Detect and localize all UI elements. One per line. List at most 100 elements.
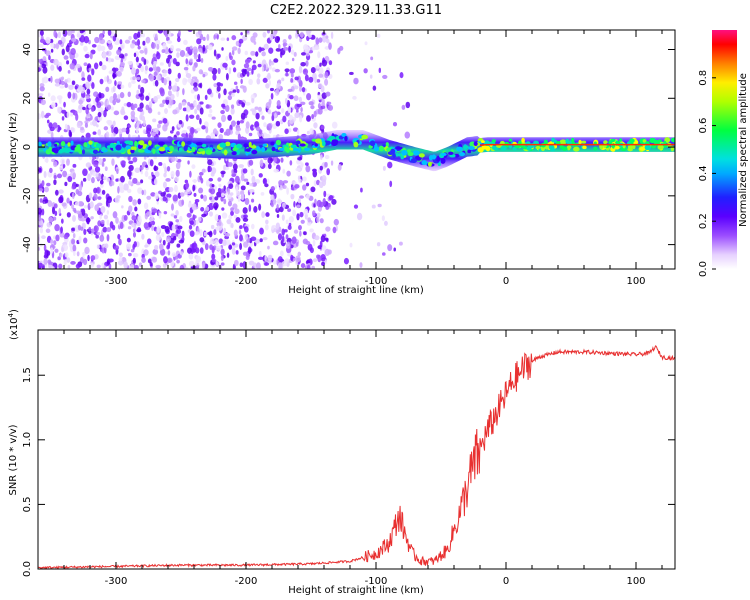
- noise-dot: [47, 200, 53, 207]
- noise-dot: [256, 262, 261, 269]
- noise-dot: [164, 166, 168, 174]
- noise-dot: [124, 53, 128, 57]
- noise-dot: [296, 103, 302, 108]
- noise-dot: [131, 215, 137, 221]
- noise-dot: [106, 210, 110, 215]
- noise-dot: [162, 181, 167, 189]
- noise-dot: [235, 250, 239, 255]
- ridge-blob: [573, 146, 580, 152]
- noise-dot: [71, 80, 76, 86]
- noise-dot: [263, 43, 269, 50]
- ridge-blob: [548, 145, 555, 150]
- noise-dot: [232, 89, 237, 93]
- noise-dot: [110, 133, 114, 139]
- noise-dot: [248, 260, 255, 266]
- noise-dot: [280, 157, 284, 163]
- noise-dot: [309, 247, 314, 254]
- ridge-blob: [437, 162, 441, 167]
- noise-dot: [132, 156, 138, 163]
- noise-dot: [274, 35, 280, 44]
- noise-dot: [323, 190, 327, 198]
- noise-dot: [101, 189, 106, 195]
- noise-dot: [220, 195, 224, 202]
- noise-dot: [290, 49, 295, 55]
- noise-dot: [289, 94, 294, 100]
- noise-dot: [250, 198, 255, 203]
- noise-dot: [101, 51, 107, 59]
- noise-dot: [353, 77, 359, 85]
- noise-dot: [63, 234, 69, 240]
- noise-dot: [181, 133, 186, 138]
- ridge-blob: [70, 140, 74, 146]
- ridge-blob: [295, 140, 301, 145]
- noise-dot: [63, 258, 67, 266]
- noise-dot: [50, 247, 54, 254]
- noise-dot: [213, 34, 216, 40]
- noise-dot: [157, 30, 164, 34]
- noise-dot: [183, 66, 189, 71]
- noise-dot: [256, 78, 261, 85]
- noise-dot: [165, 96, 171, 101]
- noise-dot: [258, 256, 264, 261]
- noise-dot: [94, 166, 101, 173]
- noise-dot: [231, 59, 236, 66]
- noise-dot: [268, 47, 274, 54]
- noise-dot: [233, 81, 238, 86]
- noise-dot: [229, 192, 234, 196]
- noise-dot: [38, 178, 41, 186]
- noise-dot: [326, 101, 332, 105]
- snr-ticks: -300 -200 -100 0 100 0.0 0.5 1.0 1.5: [22, 330, 675, 587]
- noise-dot: [54, 83, 61, 87]
- noise-dot: [113, 110, 120, 116]
- noise-dot: [130, 249, 135, 253]
- snr-ytick-label: 1.0: [22, 432, 33, 448]
- ridge-blob: [195, 142, 203, 146]
- noise-dot: [244, 58, 251, 64]
- noise-dot: [272, 123, 278, 129]
- spectrogram-xtick-label: 0: [503, 276, 509, 287]
- noise-dot: [50, 95, 56, 102]
- noise-dot: [239, 242, 243, 251]
- noise-dot: [116, 168, 119, 174]
- noise-dot: [205, 126, 209, 134]
- noise-dot: [38, 93, 44, 97]
- noise-dot: [262, 236, 268, 241]
- noise-dot: [186, 212, 192, 218]
- noise-dot: [187, 229, 191, 233]
- noise-dot: [134, 116, 138, 122]
- noise-dot: [211, 247, 215, 254]
- noise-dot: [136, 228, 142, 233]
- spectrogram-xtick-label: -200: [235, 276, 258, 287]
- ridge-band: [38, 130, 675, 172]
- noise-dot: [220, 248, 225, 256]
- noise-dot: [285, 71, 289, 77]
- noise-dot: [123, 261, 128, 269]
- noise-dot: [242, 85, 247, 93]
- noise-dot: [259, 227, 264, 235]
- noise-dot: [105, 131, 110, 139]
- noise-dot: [201, 262, 206, 269]
- noise-dot: [199, 175, 202, 181]
- noise-dot: [82, 177, 87, 182]
- ridge-blob: [418, 153, 425, 158]
- noise-dot: [113, 67, 119, 72]
- noise-dot: [310, 186, 316, 193]
- noise-dot: [71, 37, 77, 43]
- noise-dot: [200, 207, 205, 212]
- noise-dot: [227, 187, 231, 195]
- ridge-blob: [526, 146, 532, 151]
- noise-dot: [83, 45, 88, 52]
- noise-dot: [268, 98, 272, 106]
- noise-dot: [219, 127, 224, 134]
- noise-dot: [305, 60, 309, 67]
- noise-dot: [77, 200, 84, 207]
- ridge-blob: [314, 143, 319, 147]
- noise-dot: [91, 177, 95, 184]
- noise-dot: [217, 215, 222, 220]
- noise-dot: [337, 47, 341, 55]
- noise-dot: [50, 75, 53, 83]
- noise-dot: [211, 258, 217, 263]
- noise-dot: [67, 91, 72, 99]
- noise-dot: [99, 78, 104, 85]
- noise-dot: [259, 159, 264, 167]
